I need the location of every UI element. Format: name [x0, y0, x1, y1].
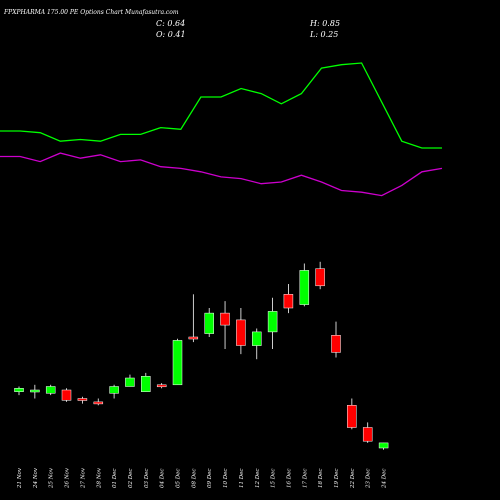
candle-body [299, 270, 310, 305]
x-tick-label: 08 Dec [191, 469, 197, 489]
high-label: H: 0.85 [309, 19, 340, 28]
x-tick-label: 24 Dec [382, 469, 388, 490]
candle-5 [77, 396, 88, 404]
candle-body [141, 376, 151, 392]
candle-18 [283, 284, 294, 314]
candle-body [93, 401, 104, 405]
chart-title: FPXPHARMA 175.00 PE Options Chart Munafa… [3, 9, 179, 16]
candle-9 [141, 372, 151, 392]
candle-body [347, 405, 357, 428]
candle-body [125, 377, 135, 387]
candle-body [109, 386, 119, 394]
candle-body [252, 331, 262, 346]
open-label: O: 0.41 [156, 30, 186, 39]
x-tick-label: 15 Dec [271, 469, 277, 489]
indicator-line-2 [0, 152, 443, 197]
candle-24 [378, 442, 389, 450]
x-tick-label: 19 Dec [334, 469, 340, 489]
x-tick-label: 03 Dec [144, 469, 150, 489]
candle-8 [125, 374, 135, 387]
candle-19 [299, 263, 310, 307]
x-tick-label: 09 Dec [207, 469, 213, 489]
candle-body [30, 389, 40, 393]
candles [14, 261, 389, 450]
x-tick-label: 02 Dec [128, 469, 134, 489]
x-axis-labels: 21 Nov 24 Nov 25 Nov 26 Nov 27 Nov 28 Nov 01 D… [17, 467, 388, 489]
close-label: C: 0.64 [156, 19, 185, 28]
x-tick-label: 28 Nov [96, 467, 102, 489]
candle-13 [204, 308, 214, 337]
candle-body [220, 312, 230, 326]
candle-12 [188, 294, 199, 343]
candle-3 [45, 384, 56, 396]
candle-21 [331, 321, 341, 358]
indicator-line-1 [0, 62, 442, 149]
x-tick-label: 17 Dec [302, 469, 308, 489]
x-tick-label: 27 Nov [80, 467, 86, 489]
x-tick-label: 25 Nov [49, 467, 55, 489]
candle-body [14, 388, 24, 392]
low-label: L: 0.25 [309, 30, 338, 39]
candle-15 [236, 308, 246, 355]
x-tick-label: 12 Dec [255, 469, 261, 489]
x-tick-label: 18 Dec [318, 469, 324, 489]
candle-10 [156, 383, 167, 389]
x-tick-label: 21 Nov [17, 467, 23, 489]
x-tick-label: 16 Dec [286, 469, 292, 489]
candle-body [45, 386, 56, 394]
candle-body [77, 398, 88, 401]
candle-body [172, 340, 183, 386]
candle-body [315, 268, 325, 287]
candle-body [204, 312, 214, 334]
candle-body [188, 336, 199, 340]
candle-body [61, 389, 72, 401]
x-tick-label: 23 Dec [366, 469, 372, 490]
candle-body [267, 311, 278, 333]
candle-11 [172, 338, 183, 386]
candle-6 [93, 398, 104, 406]
candle-20 [315, 261, 325, 290]
candle-body [378, 442, 389, 449]
candle-2 [30, 384, 40, 399]
candle-23 [362, 422, 373, 443]
candle-16 [252, 328, 262, 360]
candle-14 [220, 301, 230, 349]
candle-body [236, 319, 246, 346]
candle-1 [14, 386, 24, 396]
candle-body [362, 427, 373, 442]
candle-body [156, 384, 167, 388]
indicator-lines [0, 62, 443, 197]
candle-body [283, 294, 294, 309]
x-tick-label: 26 Nov [65, 467, 71, 489]
x-tick-label: 01 Dec [112, 469, 118, 489]
x-tick-label: 11 Dec [239, 469, 245, 489]
candle-body [331, 335, 341, 353]
candle-4 [61, 388, 72, 402]
x-tick-label: 05 Dec [176, 469, 182, 489]
candle-22 [347, 398, 357, 430]
x-tick-label: 22 Dec [350, 469, 356, 490]
x-tick-label: 24 Nov [33, 467, 39, 489]
candle-17 [267, 297, 278, 349]
x-tick-label: 04 Dec [160, 469, 166, 489]
candle-7 [109, 384, 119, 399]
x-tick-label: 10 Dec [223, 469, 229, 489]
